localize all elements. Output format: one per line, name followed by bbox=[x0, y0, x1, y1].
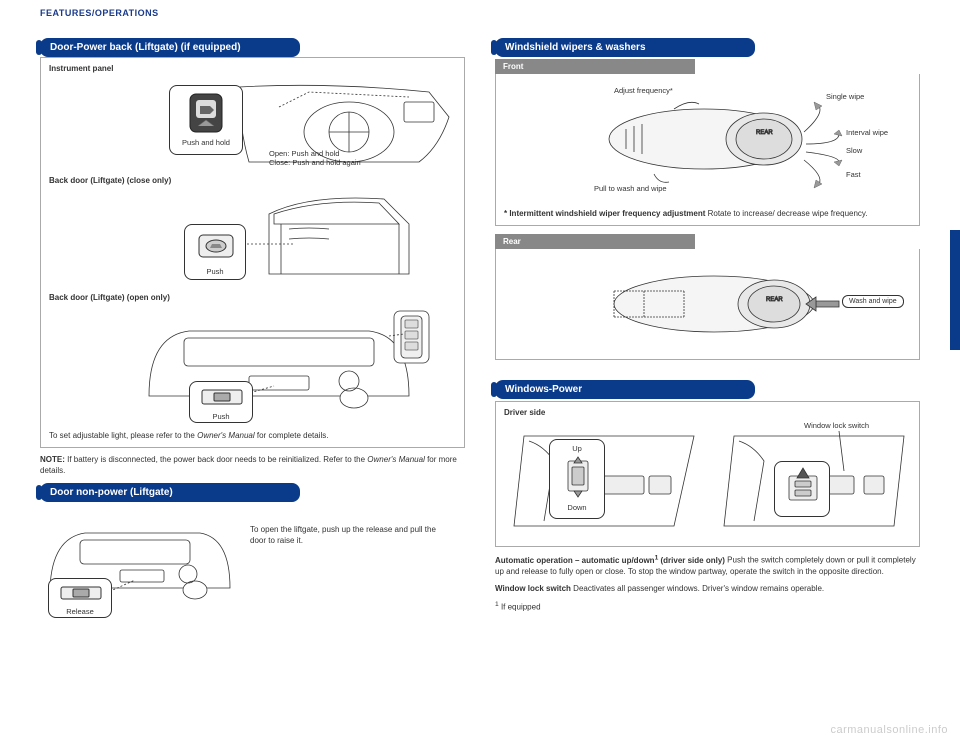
section-title-liftgate-power: Door-Power back (Liftgate) (if equipped) bbox=[40, 38, 300, 57]
page-header: FEATURES/OPERATIONS bbox=[0, 0, 960, 38]
adjustable-note-text: To set adjustable light, please refer to… bbox=[49, 431, 197, 440]
front-subheader: Front bbox=[495, 59, 695, 74]
rear-wiper-box: REAR Wash and wipe bbox=[495, 249, 920, 360]
watermark: carmanualsonline.info bbox=[830, 724, 948, 736]
front-wiper-illustration: REAR bbox=[504, 84, 911, 204]
back-door-close-label: Back door (Liftgate) (close only) bbox=[49, 176, 456, 185]
instrument-panel-illustration: Push and hold Open: Push and hold Close:… bbox=[49, 77, 456, 172]
liftgate-open-illustration: Push bbox=[49, 306, 456, 426]
push-label-close: Push bbox=[191, 267, 239, 276]
single-wipe-label: Single wipe bbox=[826, 92, 864, 101]
front-wiper-box: REAR bbox=[495, 74, 920, 226]
auto-operation-text: Automatic operation – automatic up/down1… bbox=[495, 553, 920, 577]
open-close-label: Open: Push and hold Close: Push and hold… bbox=[269, 149, 361, 167]
back-door-open-label: Back door (Liftgate) (open only) bbox=[49, 293, 456, 302]
liftgate-close-illustration: Push bbox=[49, 189, 456, 289]
window-lock-label: Window lock switch bbox=[804, 421, 869, 430]
footnote-text: If equipped bbox=[501, 603, 541, 612]
windows-illustration: Up Down bbox=[504, 421, 911, 536]
release-label: Release bbox=[55, 607, 105, 616]
page-content: Door-Power back (Liftgate) (if equipped)… bbox=[0, 38, 960, 619]
instrument-panel-label: Instrument panel bbox=[49, 64, 456, 73]
adjust-freq-label: Adjust frequency* bbox=[614, 86, 673, 95]
release-callout: Release bbox=[48, 578, 112, 618]
footnote: 1 If equipped bbox=[495, 600, 920, 613]
pull-wash-label: Pull to wash and wipe bbox=[594, 184, 667, 193]
intermittent-note: * Intermittent windshield wiper frequenc… bbox=[504, 208, 911, 219]
note-block: NOTE: If battery is disconnected, the po… bbox=[40, 454, 465, 476]
owners-manual-ref-1: Owner's Manual bbox=[197, 431, 255, 440]
wash-wipe-label: Wash and wipe bbox=[842, 295, 904, 308]
left-column: Door-Power back (Liftgate) (if equipped)… bbox=[40, 38, 465, 619]
push-label-open: Push bbox=[196, 412, 246, 421]
lock-switch-text: Window lock switch Deactivates all passe… bbox=[495, 583, 920, 594]
rear-subheader: Rear bbox=[495, 234, 695, 249]
lock-bold: Window lock switch bbox=[495, 584, 571, 593]
svg-text:REAR: REAR bbox=[756, 130, 773, 136]
note-label: NOTE: bbox=[40, 455, 65, 464]
auto-bold2: (driver side only) bbox=[658, 556, 725, 565]
footnote-sup: 1 bbox=[495, 601, 499, 608]
fast-label: Fast bbox=[846, 170, 861, 179]
note-text: If battery is disconnected, the power ba… bbox=[65, 455, 367, 464]
push-callout-close: Push bbox=[184, 224, 246, 280]
up-down-callout: Up Down bbox=[549, 439, 605, 519]
slow-label: Slow bbox=[846, 146, 862, 155]
right-column: Windshield wipers & washers Front REAR bbox=[495, 38, 920, 619]
auto-bold: Automatic operation – automatic up/down bbox=[495, 556, 655, 565]
push-hold-callout: Push and hold bbox=[169, 85, 243, 155]
side-tab bbox=[950, 230, 960, 350]
section-title-windows: Windows-Power bbox=[495, 380, 755, 399]
section-title-liftgate-nonpower: Door non-power (Liftgate) bbox=[40, 483, 300, 502]
svg-text:REAR: REAR bbox=[766, 297, 783, 303]
rear-wiper-illustration: REAR Wash and wipe bbox=[504, 259, 911, 349]
intermittent-text: Rotate to increase/ decrease wipe freque… bbox=[705, 209, 867, 218]
nonpower-row: Release To open the liftgate, push up th… bbox=[40, 508, 465, 618]
interval-label: Interval wipe bbox=[846, 128, 888, 137]
driver-side-label: Driver side bbox=[504, 408, 911, 417]
windows-box: Driver side bbox=[495, 401, 920, 547]
lock-text: Deactivates all passenger windows. Drive… bbox=[571, 584, 824, 593]
up-label: Up bbox=[556, 444, 598, 453]
push-hold-label: Push and hold bbox=[176, 138, 236, 147]
section-title-wipers: Windshield wipers & washers bbox=[495, 38, 755, 57]
nonpower-text: To open the liftgate, push up the releas… bbox=[250, 514, 440, 612]
adjustable-note-end: for complete details. bbox=[255, 431, 329, 440]
owners-manual-ref-2: Owner's Manual bbox=[367, 455, 425, 464]
window-lock-callout bbox=[774, 461, 830, 517]
intermittent-bold: * Intermittent windshield wiper frequenc… bbox=[504, 209, 705, 218]
down-label: Down bbox=[556, 503, 598, 512]
push-callout-open: Push bbox=[189, 381, 253, 423]
nonpower-illustration: Release bbox=[40, 508, 240, 618]
liftgate-power-box: Instrument panel bbox=[40, 57, 465, 448]
adjustable-note: To set adjustable light, please refer to… bbox=[49, 430, 456, 441]
